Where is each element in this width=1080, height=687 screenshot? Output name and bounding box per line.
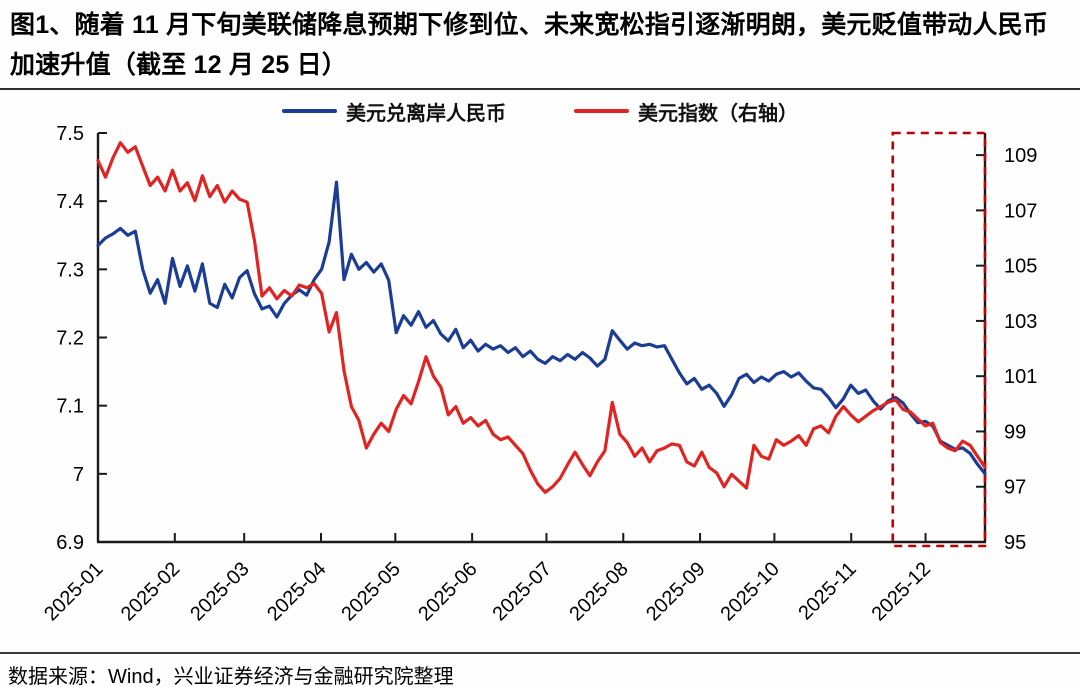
legend-item-dxy: 美元指数（右轴） — [574, 97, 798, 126]
y-axis-right-label: 101 — [1004, 366, 1037, 388]
x-axis-label: 2025-03 — [186, 558, 253, 625]
y-axis-left-label: 6.9 — [56, 532, 84, 554]
x-axis-label: 2025-08 — [565, 558, 632, 625]
y-axis-right-label: 105 — [1004, 256, 1037, 278]
legend-label-dxy: 美元指数（右轴） — [638, 102, 798, 125]
x-axis-label: 2025-11 — [794, 558, 860, 624]
footer-divider — [0, 652, 1080, 654]
y-axis-left-label: 7.3 — [56, 259, 84, 281]
x-axis-label: 2025-09 — [642, 558, 709, 625]
chart-legend: 美元兑离岸人民币 美元指数（右轴） — [0, 97, 1080, 126]
y-axis-left-label: 7.1 — [56, 396, 84, 418]
legend-item-usdcnh: 美元兑离岸人民币 — [282, 97, 506, 126]
usdcnh-line-series — [96, 180, 987, 476]
y-axis-left-label: 7 — [73, 464, 84, 486]
usdcnh-line-swatch — [282, 108, 337, 114]
x-axis-label: 2025-06 — [414, 558, 481, 625]
y-axis-right-label: 107 — [1004, 200, 1037, 222]
y-axis-left-label: 7.2 — [56, 328, 84, 350]
highlight-box-late-nov-dec — [891, 131, 987, 548]
title-divider — [0, 88, 1080, 90]
figure-title: 图1、随着 11 月下旬美联储降息预期下修到位、未来宽松指引逐渐明朗，美元贬值带… — [10, 11, 1049, 79]
x-axis-label: 2025-12 — [868, 558, 935, 625]
x-axis-label: 2025-04 — [263, 558, 330, 625]
dxy-line-series — [96, 141, 987, 494]
x-axis-label: 2025-01 — [40, 558, 107, 625]
y-axis-left-label: 7.5 — [56, 123, 84, 145]
y-axis-right-label: 99 — [1004, 421, 1026, 443]
y-axis-left-label: 7.4 — [56, 191, 84, 213]
x-axis-label: 2025-07 — [489, 558, 556, 625]
x-axis-label: 2025-02 — [117, 558, 184, 625]
dxy-line-swatch — [574, 108, 629, 114]
x-axis-label: 2025-05 — [337, 558, 404, 625]
y-axis-right-label: 97 — [1004, 477, 1026, 499]
y-axis-right-label: 103 — [1004, 311, 1037, 333]
x-axis-label: 2025-10 — [716, 558, 783, 625]
y-axis-right-label: 109 — [1004, 145, 1037, 167]
legend-label-usdcnh: 美元兑离岸人民币 — [346, 102, 506, 125]
source-note: 数据来源：Wind，兴业证券经济与金融研究院整理 — [8, 666, 454, 687]
y-axis-right-label: 95 — [1004, 532, 1026, 554]
